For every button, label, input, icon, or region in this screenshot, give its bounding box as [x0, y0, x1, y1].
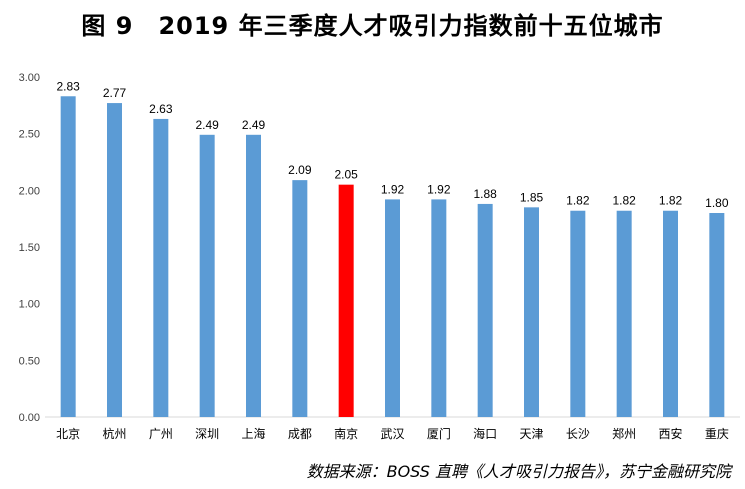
bar: [477, 203, 493, 417]
x-tick-label: 北京: [56, 427, 80, 441]
x-tick-label: 广州: [149, 427, 173, 441]
bar: [60, 96, 76, 418]
x-tick-label: 长沙: [566, 427, 590, 441]
source-note: 数据来源：BOSS 直聘《人才吸引力报告》，苏宁金融研究院: [306, 462, 731, 481]
data-label: 1.85: [520, 190, 544, 204]
data-label: 2.05: [334, 168, 358, 182]
x-tick-label: 武汉: [380, 427, 404, 441]
y-tick-label: 1.50: [19, 242, 40, 254]
bar: [292, 180, 308, 417]
data-label: 2.83: [56, 79, 80, 93]
x-tick-label: 重庆: [705, 427, 729, 441]
bar: [246, 134, 261, 418]
bar: [385, 199, 400, 417]
data-label: 1.92: [381, 182, 405, 196]
x-tick-label: 上海: [241, 426, 265, 441]
y-tick-label: 1.00: [19, 299, 40, 311]
bar: [107, 103, 122, 418]
x-tick-label: 海口: [473, 426, 497, 441]
bar: [431, 199, 447, 417]
y-tick-label: 2.50: [19, 129, 40, 141]
bar: [709, 213, 725, 417]
data-label: 1.82: [612, 194, 636, 208]
data-label: 2.63: [149, 102, 173, 116]
bar: [199, 134, 215, 418]
data-label: 2.77: [103, 86, 127, 100]
x-tick-label: 郑州: [612, 426, 636, 441]
y-tick-label: 0.50: [19, 355, 40, 367]
data-label: 2.49: [242, 118, 266, 132]
x-tick-label: 南京: [334, 426, 358, 441]
bar: [524, 207, 539, 417]
y-tick-label: 2.00: [19, 185, 40, 197]
data-label: 2.09: [288, 163, 312, 177]
bar: [663, 210, 678, 417]
data-label: 2.49: [195, 118, 219, 132]
x-tick-label: 天津: [519, 427, 543, 441]
bar: [616, 210, 632, 417]
x-tick-label: 西安: [658, 426, 682, 441]
x-tick-label: 厦门: [427, 426, 451, 441]
bar: [338, 184, 354, 417]
chart-title: 图 9 2019 年三季度人才吸引力指数前十五位城市: [81, 12, 664, 40]
data-label: 1.92: [427, 182, 451, 196]
y-tick-label: 3.00: [19, 72, 40, 84]
x-tick-label: 深圳: [195, 427, 219, 441]
data-label: 1.80: [705, 196, 729, 210]
data-label: 1.82: [566, 194, 590, 208]
x-tick-label: 成都: [288, 427, 312, 441]
bar: [153, 118, 169, 417]
data-label: 1.88: [473, 187, 497, 201]
x-tick-label: 杭州: [102, 426, 126, 441]
data-label: 1.82: [659, 194, 683, 208]
y-tick-label: 0.00: [19, 412, 40, 424]
bar: [570, 210, 586, 417]
